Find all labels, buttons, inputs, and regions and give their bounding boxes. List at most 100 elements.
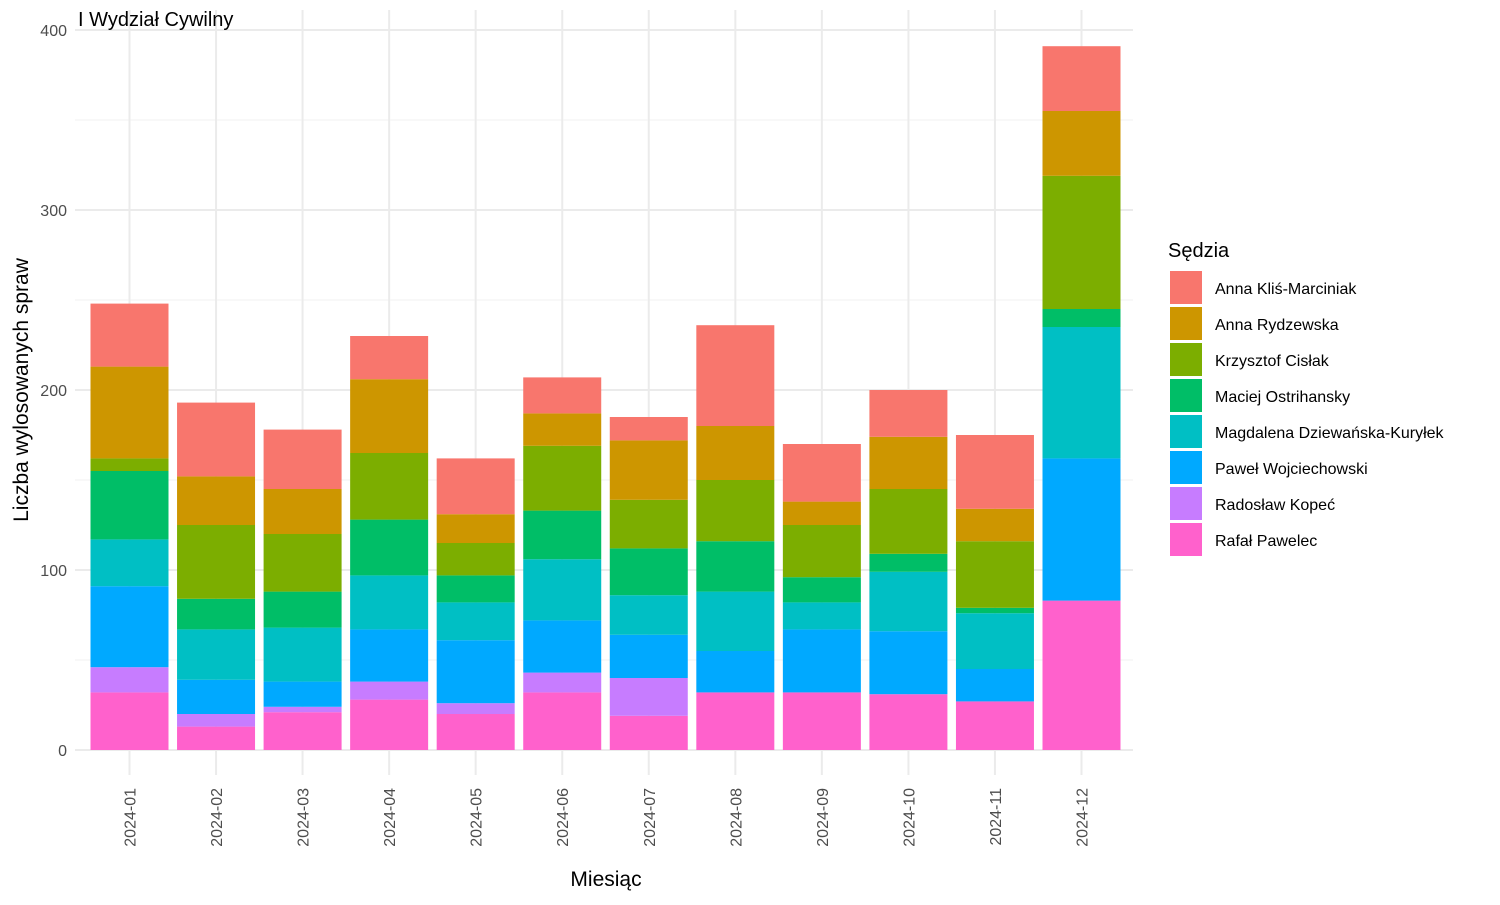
bar-segment bbox=[177, 726, 256, 750]
bar-segment bbox=[263, 681, 342, 707]
bar-segment bbox=[263, 591, 342, 628]
bar-segment bbox=[1042, 175, 1121, 309]
bar-segment bbox=[263, 429, 342, 489]
x-tick-label: 2024-10 bbox=[901, 788, 918, 847]
bar-segment bbox=[782, 444, 861, 502]
bar-segment bbox=[869, 553, 948, 572]
bar-segment bbox=[177, 598, 256, 630]
legend-label: Radosław Kopeć bbox=[1215, 497, 1335, 514]
bar-segment bbox=[782, 501, 861, 525]
legend-swatch bbox=[1170, 523, 1202, 556]
legend-label: Anna Kliś-Marciniak bbox=[1215, 281, 1357, 298]
bar-segment bbox=[436, 714, 515, 750]
bar-segment bbox=[1042, 46, 1121, 112]
x-axis-label: Miesiąc bbox=[570, 868, 641, 891]
legend-label: Paweł Wojciechowski bbox=[1215, 461, 1368, 478]
x-tick-label: 2024-02 bbox=[209, 788, 226, 847]
y-tick-label: 400 bbox=[40, 23, 67, 40]
bar-segment bbox=[263, 534, 342, 592]
legend-label: Krzysztof Cisłak bbox=[1215, 353, 1330, 370]
x-tick-label: 2024-04 bbox=[382, 788, 399, 847]
legend-label: Anna Rydzewska bbox=[1215, 317, 1339, 334]
chart-title: I Wydział Cywilny bbox=[78, 9, 233, 31]
legend-swatch bbox=[1170, 487, 1202, 520]
bar-segment bbox=[782, 525, 861, 578]
bar-segment bbox=[436, 703, 515, 714]
y-tick-label: 300 bbox=[40, 203, 67, 220]
legend-label: Magdalena Dziewańska-Kuryłek bbox=[1215, 425, 1445, 442]
bar-segment bbox=[90, 667, 169, 693]
y-tick-label: 200 bbox=[40, 383, 67, 400]
bar-segment bbox=[177, 714, 256, 727]
bar-segment bbox=[350, 629, 429, 682]
bar-segment bbox=[177, 629, 256, 680]
x-tick-label: 2024-11 bbox=[988, 788, 1005, 846]
bar-segment bbox=[696, 541, 775, 592]
bar-segment bbox=[90, 692, 169, 750]
bar-segment bbox=[955, 541, 1034, 608]
bar-segment bbox=[1042, 309, 1121, 327]
bar-segment bbox=[869, 436, 948, 489]
bar-segment bbox=[177, 525, 256, 599]
x-tick-label: 2024-03 bbox=[296, 788, 313, 847]
bar-segment bbox=[869, 694, 948, 750]
bar-segment bbox=[1042, 327, 1121, 459]
bar-segment bbox=[782, 577, 861, 603]
bar-segment bbox=[696, 692, 775, 750]
bar-segment bbox=[955, 669, 1034, 702]
bar-segment bbox=[436, 575, 515, 603]
bar-segment bbox=[696, 325, 775, 426]
bar-segment bbox=[350, 453, 429, 520]
bar-segment bbox=[523, 692, 602, 750]
bar-segment bbox=[869, 390, 948, 437]
bar-segment bbox=[523, 377, 602, 414]
bar-segment bbox=[523, 620, 602, 673]
bar-segment bbox=[1042, 458, 1121, 601]
bar-segment bbox=[609, 440, 688, 500]
x-tick-label: 2024-06 bbox=[555, 788, 572, 847]
x-tick-label: 2024-08 bbox=[728, 788, 745, 847]
bar-segment bbox=[350, 336, 429, 380]
bar-segment bbox=[523, 559, 602, 621]
bar-segment bbox=[696, 591, 775, 651]
x-tick-label: 2024-12 bbox=[1075, 788, 1092, 847]
bar-segment bbox=[782, 692, 861, 750]
bar-segment bbox=[263, 706, 342, 713]
legend-swatch bbox=[1170, 271, 1202, 304]
bar-segment bbox=[869, 489, 948, 554]
legend-swatch bbox=[1170, 451, 1202, 484]
bar-segment bbox=[350, 681, 429, 700]
bar-segment bbox=[436, 640, 515, 704]
legend: Sędzia Anna Kliś-Marciniak Anna Rydzewska… bbox=[1168, 240, 1445, 556]
bar-segment bbox=[263, 712, 342, 750]
x-tick-label: 2024-01 bbox=[123, 788, 140, 847]
y-tick-label: 100 bbox=[40, 563, 67, 580]
bars bbox=[90, 46, 1121, 750]
legend-label: Maciej Ostrihansky bbox=[1215, 389, 1350, 406]
y-axis-label: Liczba wylosowanych spraw bbox=[10, 257, 33, 522]
bar-segment bbox=[90, 471, 169, 540]
bar-segment bbox=[955, 607, 1034, 614]
x-tick-label: 2024-07 bbox=[642, 788, 659, 847]
bar-segment bbox=[782, 602, 861, 630]
bar-segment bbox=[869, 571, 948, 632]
y-tick-label: 0 bbox=[58, 743, 67, 760]
bar-segment bbox=[1042, 111, 1121, 176]
bar-segment bbox=[177, 679, 256, 714]
bar-segment bbox=[523, 672, 602, 693]
y-axis-ticks: 0 100 200 300 400 bbox=[40, 23, 67, 760]
bar-segment bbox=[350, 379, 429, 453]
bar-segment bbox=[955, 508, 1034, 542]
legend-swatch bbox=[1170, 343, 1202, 376]
bar-segment bbox=[263, 627, 342, 682]
bar-segment bbox=[350, 699, 429, 750]
bar-segment bbox=[90, 366, 169, 459]
bar-segment bbox=[436, 543, 515, 576]
bar-segment bbox=[523, 413, 602, 446]
bar-segment bbox=[523, 445, 602, 511]
bar-segment bbox=[955, 701, 1034, 750]
legend-title: Sędzia bbox=[1168, 240, 1230, 262]
bar-segment bbox=[436, 602, 515, 641]
